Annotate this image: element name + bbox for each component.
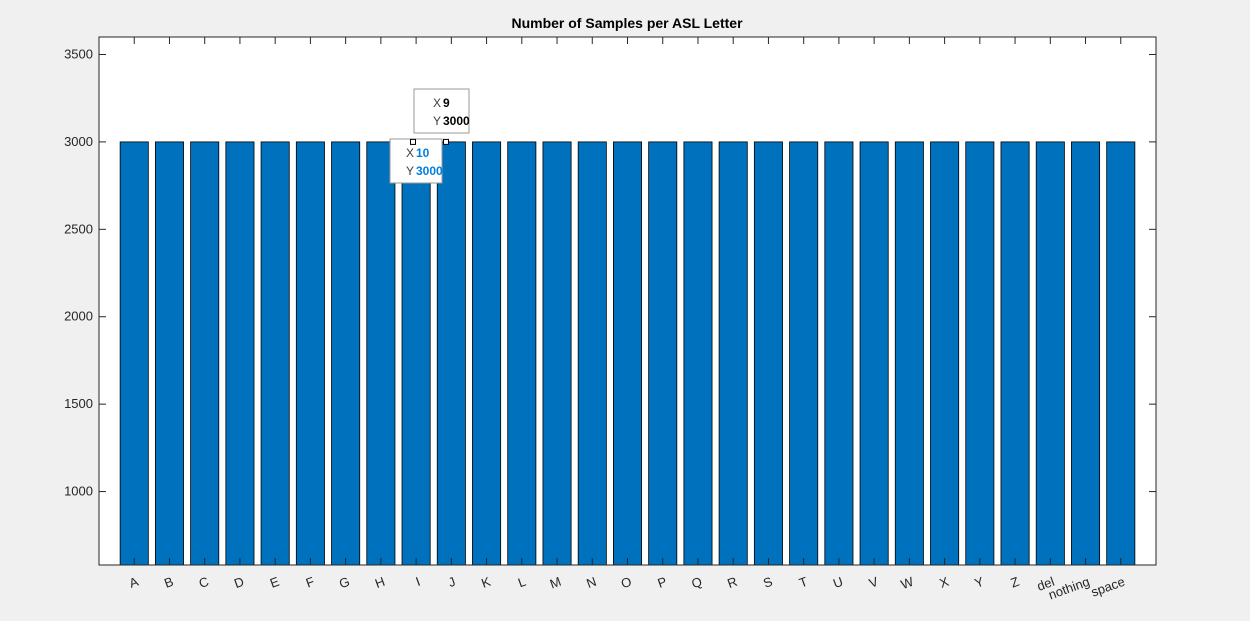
x-tick-label: Y: [973, 574, 987, 591]
bar-nothing[interactable]: [1071, 141, 1101, 566]
bar-X[interactable]: [930, 141, 960, 566]
x-tick-label: X: [937, 574, 951, 591]
x-tick-label: E: [268, 574, 282, 591]
bar-U[interactable]: [824, 141, 854, 566]
datatip-box: [413, 88, 470, 134]
bar-M[interactable]: [542, 141, 572, 566]
y-tick-label: 2500: [64, 221, 93, 236]
bar-I[interactable]: [401, 141, 431, 566]
x-tick-label: D: [232, 574, 246, 591]
bar-G[interactable]: [331, 141, 361, 566]
x-tick-label: T: [797, 574, 810, 591]
bar-E[interactable]: [260, 141, 290, 566]
bar-R[interactable]: [718, 141, 748, 566]
bar-C[interactable]: [190, 141, 220, 566]
datatip-x-row: X: [406, 146, 414, 160]
datatip-y-row: Y: [406, 164, 414, 178]
bars-group: [119, 141, 1136, 566]
x-tick-label: del: [1035, 574, 1057, 594]
x-tick-label: R: [725, 574, 739, 591]
y-axis: 1000 1500 2000 2500 3000 3500: [64, 46, 1156, 499]
datatip-y-value-text: 3000: [443, 114, 470, 128]
x-tick-label: L: [516, 574, 528, 591]
datatip-marker: [410, 138, 416, 145]
bar-Y[interactable]: [965, 141, 995, 566]
datatip-x-value-text: 10: [416, 146, 430, 160]
x-tick-label: Q: [689, 574, 704, 592]
bar-J[interactable]: [436, 141, 466, 566]
y-tick-label: 3500: [64, 46, 93, 61]
y-tick-label: 1500: [64, 396, 93, 411]
bar-N[interactable]: [577, 141, 607, 566]
datatip-y-row: Y: [433, 114, 441, 128]
x-tick-label: O: [619, 574, 634, 592]
x-tick-label: N: [584, 574, 598, 591]
datatip-9[interactable]: X 9Y 3000: [413, 88, 470, 145]
x-tick-label: F: [304, 574, 317, 591]
x-tick-label: M: [548, 574, 563, 592]
x-tick-label: nothing: [1046, 574, 1091, 603]
datatip-y-value-text: 3000: [416, 164, 443, 178]
y-tick-label: 2000: [64, 309, 93, 324]
x-tick-label: W: [899, 573, 916, 592]
x-tick-label: G: [337, 574, 352, 592]
bar-Z[interactable]: [1000, 141, 1030, 566]
bar-S[interactable]: [753, 141, 783, 566]
y-tick-label: 3000: [64, 134, 93, 149]
x-tick-label: I: [414, 574, 423, 589]
x-tick-label: K: [479, 574, 493, 591]
x-tick-label: Z: [1008, 574, 1021, 591]
datatip-x-value-text: 9: [443, 96, 450, 110]
bar-V[interactable]: [859, 141, 889, 566]
x-tick-label: H: [373, 574, 387, 591]
x-tick-label: U: [831, 574, 845, 591]
bar-L[interactable]: [507, 141, 537, 566]
x-tick-label: B: [162, 574, 175, 591]
bar-H[interactable]: [366, 141, 396, 566]
bar-P[interactable]: [648, 141, 678, 566]
bar-T[interactable]: [789, 141, 819, 566]
x-tick-label: C: [197, 574, 211, 591]
bar-F[interactable]: [295, 141, 325, 566]
y-tick-label: 1000: [64, 484, 93, 499]
bar-K[interactable]: [472, 141, 502, 566]
bar-O[interactable]: [613, 141, 642, 566]
chart-title: Number of Samples per ASL Letter: [511, 15, 743, 31]
datatip-10[interactable]: X 10Y 3000: [389, 138, 443, 184]
bar-space[interactable]: [1106, 141, 1136, 566]
x-tick-label: J: [446, 574, 457, 590]
bar-D[interactable]: [225, 141, 255, 566]
bar-A[interactable]: [119, 141, 149, 566]
datatip-box: [389, 138, 443, 184]
x-tick-label: A: [127, 574, 141, 591]
datatip-x-row: X: [433, 96, 441, 110]
bar-W[interactable]: [894, 141, 924, 566]
x-tick-label: V: [867, 574, 881, 591]
x-tick-label: S: [761, 574, 775, 591]
bar-del[interactable]: [1035, 141, 1065, 566]
datatip-marker: [443, 138, 449, 145]
bar-B[interactable]: [154, 141, 184, 566]
bar-Q[interactable]: [683, 141, 713, 566]
x-tick-label: space: [1089, 574, 1127, 600]
x-tick-label: P: [655, 574, 668, 591]
